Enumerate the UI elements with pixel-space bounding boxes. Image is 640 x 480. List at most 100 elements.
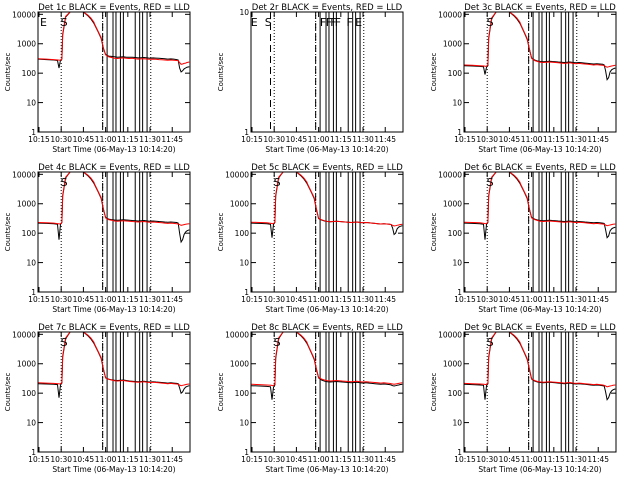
x-tick-label: 11:45 (161, 455, 183, 464)
y-axis-label: Counts/sec (430, 213, 438, 252)
plot-frame (463, 331, 617, 453)
y-tick-label: 10 (26, 419, 36, 428)
x-axis-label: Start Time (06-May-13 10:14:20) (265, 465, 388, 474)
x-tick-label: 10:45 (73, 455, 95, 464)
lld-series-line (464, 332, 616, 388)
y-axis-label: Counts/sec (430, 373, 438, 412)
y-tick-label: 1000 (17, 200, 36, 209)
x-tick-label: 11:30 (565, 135, 587, 144)
x-axis-label: Start Time (06-May-13 10:14:20) (478, 145, 601, 154)
y-tick-label: 100 (448, 229, 463, 238)
y-tick-label: 10000 (438, 330, 462, 339)
y-axis-label: Counts/sec (4, 53, 12, 92)
y-tick-label: 1 (244, 288, 249, 297)
y-axis-label: Counts/sec (430, 53, 438, 92)
y-tick-label: 10 (452, 419, 462, 428)
x-axis-label: Start Time (06-May-13 10:14:20) (265, 145, 388, 154)
lld-series-line (38, 12, 190, 65)
y-tick-label: 1000 (230, 360, 249, 369)
x-tick-label: 11:00 (308, 295, 330, 304)
y-tick-label: 10 (452, 259, 462, 268)
y-tick-label: 10000 (438, 170, 462, 179)
y-tick-label: 10 (452, 99, 462, 108)
x-tick-label: 11:30 (139, 295, 161, 304)
lld-series-line (251, 332, 403, 387)
x-tick-label: 10:30 (263, 295, 285, 304)
panel-8: S 10:15 10:30 10:45 11:00 11:15 11:30 11:45 1 10 1… (217, 323, 404, 474)
x-tick-label: 10:15 (28, 295, 50, 304)
y-tick-label: 100 (235, 229, 250, 238)
y-tick-label: 10 (239, 8, 249, 17)
y-tick-label: 10000 (12, 330, 36, 339)
plot-frame (37, 11, 191, 133)
y-tick-label: 1 (31, 128, 36, 137)
mode-marker-label: S (274, 336, 281, 349)
y-tick-label: 100 (22, 229, 37, 238)
x-tick-label: 11:00 (308, 135, 330, 144)
y-tick-label: 10000 (12, 10, 36, 19)
panel-title: Det 2r BLACK = Events, RED = LLD (252, 3, 403, 13)
y-tick-label: 10000 (225, 170, 249, 179)
y-tick-label: 1 (31, 448, 36, 457)
lld-series-line (251, 172, 403, 227)
y-tick-label: 1 (244, 128, 249, 137)
panel-7: S 10:15 10:30 10:45 11:00 11:15 11:30 11:45 1 10 1… (4, 323, 191, 474)
x-tick-label: 10:45 (73, 295, 95, 304)
x-tick-label: 11:45 (374, 455, 396, 464)
mode-marker-label: S (61, 16, 68, 29)
y-tick-label: 100 (448, 69, 463, 78)
y-axis-label: Counts/sec (217, 53, 225, 92)
x-tick-label: 11:30 (352, 295, 374, 304)
y-axis-label: Counts/sec (217, 213, 225, 252)
x-tick-label: 11:00 (521, 295, 543, 304)
mode-marker-label: F (335, 16, 341, 29)
plot-frame (250, 331, 404, 453)
x-tick-label: 10:45 (499, 135, 521, 144)
plot-frame (37, 171, 191, 293)
plot-frame (250, 171, 404, 293)
x-tick-label: 11:45 (161, 295, 183, 304)
x-tick-label: 11:15 (330, 135, 352, 144)
x-tick-label: 11:45 (587, 455, 609, 464)
mode-marker-label: S (487, 16, 494, 29)
plot-frame (463, 171, 617, 293)
mode-marker-label: S (487, 176, 494, 189)
mode-marker-label: F (347, 16, 353, 29)
mode-marker-label: E (251, 16, 258, 29)
x-tick-label: 11:30 (565, 295, 587, 304)
y-tick-label: 1 (244, 448, 249, 457)
x-tick-label: 11:00 (308, 455, 330, 464)
x-tick-label: 11:00 (521, 135, 543, 144)
x-tick-label: 11:30 (139, 135, 161, 144)
panel-5: S 10:15 10:30 10:45 11:00 11:15 11:30 11:45 1 10 1… (217, 163, 404, 314)
x-tick-label: 11:00 (95, 455, 117, 464)
x-tick-label: 10:45 (286, 455, 308, 464)
y-tick-label: 10 (26, 99, 36, 108)
x-tick-label: 11:15 (330, 295, 352, 304)
mode-marker-label: S (487, 336, 494, 349)
x-axis-label: Start Time (06-May-13 10:14:20) (52, 305, 175, 314)
x-axis-label: Start Time (06-May-13 10:14:20) (478, 305, 601, 314)
x-tick-label: 11:15 (117, 135, 139, 144)
y-tick-label: 100 (22, 69, 37, 78)
panel-title: Det 7c BLACK = Events, RED = LLD (38, 323, 190, 333)
x-tick-label: 10:30 (50, 455, 72, 464)
x-tick-label: 11:15 (117, 295, 139, 304)
x-tick-label: 10:30 (476, 455, 498, 464)
y-axis-label: Counts/sec (4, 373, 12, 412)
x-tick-label: 10:15 (28, 135, 50, 144)
panel-4: S 10:15 10:30 10:45 11:00 11:15 11:30 11:45 1 10 1… (4, 163, 191, 314)
mode-marker-label: F (330, 16, 336, 29)
x-axis-label: Start Time (06-May-13 10:14:20) (52, 465, 175, 474)
lld-series-line (38, 332, 190, 387)
plot-frame (463, 11, 617, 133)
x-tick-label: 10:15 (241, 295, 263, 304)
x-tick-label: 10:45 (286, 135, 308, 144)
y-tick-label: 10 (239, 419, 249, 428)
mode-marker-label: S (274, 176, 281, 189)
x-tick-label: 11:00 (95, 135, 117, 144)
y-tick-label: 100 (22, 389, 37, 398)
x-tick-label: 10:30 (50, 135, 72, 144)
y-tick-label: 100 (448, 389, 463, 398)
y-tick-label: 1 (457, 288, 462, 297)
